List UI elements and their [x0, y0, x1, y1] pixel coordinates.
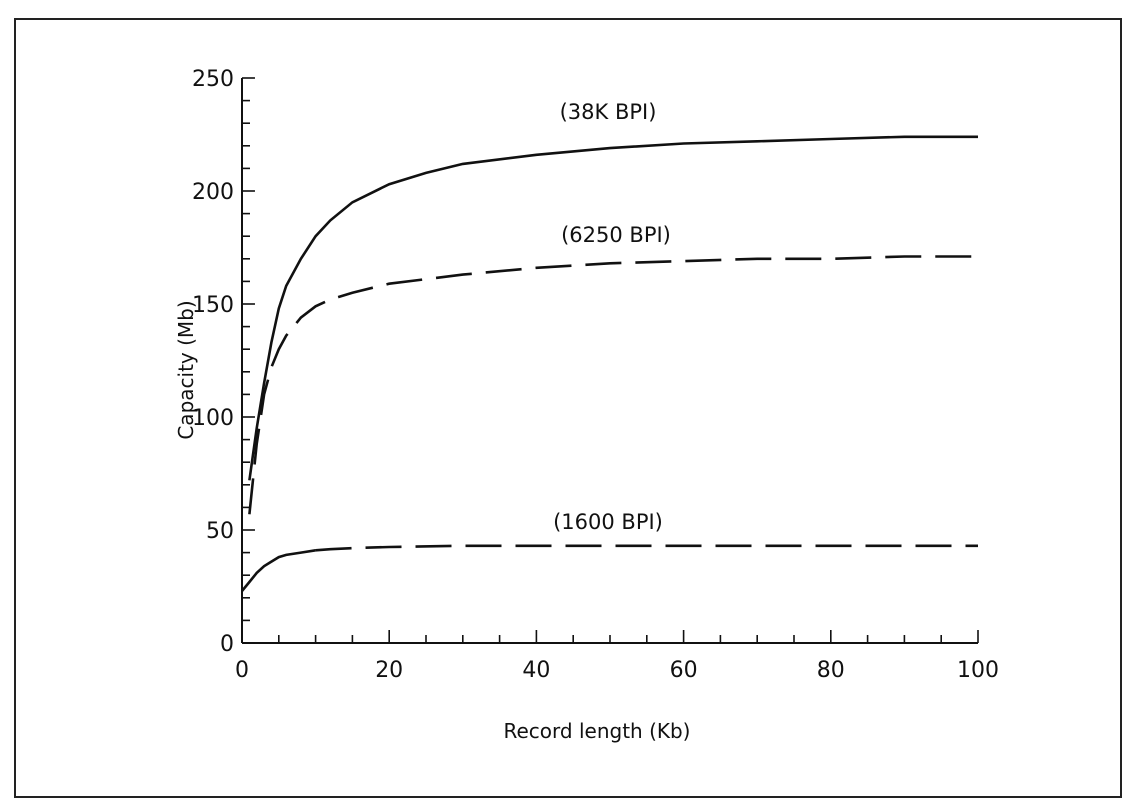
series-1-line [248, 255, 978, 515]
x-tick-label-80: 80 [817, 658, 845, 683]
series-labels: (38K BPI) (6250 BPI) (1600 BPI) [553, 100, 671, 534]
x-tick-label-100: 100 [957, 658, 999, 683]
y-axis-title: Capacity (Mb) [174, 300, 198, 439]
x-tick-label-0: 0 [235, 658, 249, 683]
x-tick-label-60: 60 [670, 658, 698, 683]
chart-frame [14, 18, 1122, 798]
y-tick-label-250: 250 [192, 67, 234, 92]
x-axis-title: Record length (Kb) [504, 719, 691, 743]
axes [241, 78, 978, 644]
labels: Record length (Kb) Capacity (Mb) [174, 300, 690, 743]
y-tick-label-200: 200 [192, 180, 234, 205]
series-label-2: (1600 BPI) [553, 510, 663, 534]
x-tick-label-20: 20 [375, 658, 403, 683]
series-0-line [248, 135, 978, 481]
y-tick-label-50: 50 [206, 519, 234, 544]
y-tick-label-150: 150 [192, 293, 234, 318]
y-tick-label-100: 100 [192, 406, 234, 431]
tick-labels: 0 20 40 60 80 100 0 50 100 150 200 250 [192, 67, 999, 683]
series-2-line-dashed [315, 544, 978, 552]
series-lines [240, 135, 978, 592]
series-label-1: (6250 BPI) [561, 223, 671, 247]
tick-marks [241, 77, 979, 644]
y-tick-label-0: 0 [220, 632, 234, 657]
x-tick-label-40: 40 [522, 658, 550, 683]
series-label-0: (38K BPI) [560, 100, 657, 124]
series-2-line-solid [240, 549, 316, 592]
